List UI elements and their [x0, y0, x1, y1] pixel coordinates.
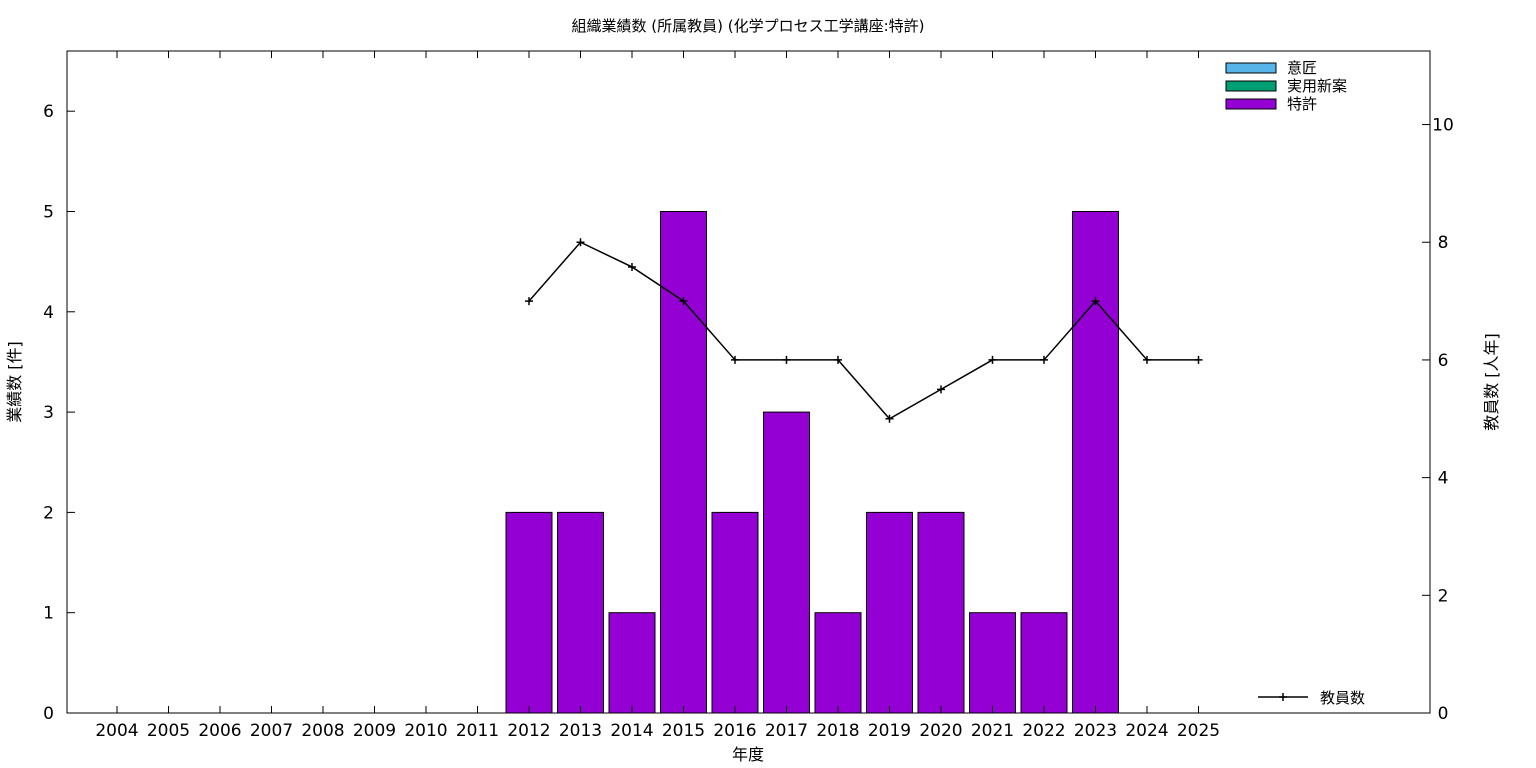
y-tick-label-4: 4: [43, 303, 54, 323]
x-axis-title: 年度: [732, 745, 764, 764]
y2-tick-label-2: 2: [1438, 586, 1449, 606]
y2-tick-label-0: 0: [1438, 704, 1449, 724]
bar-2023-series-2: [1072, 210, 1119, 714]
legend-swatch-1: [1225, 80, 1277, 92]
x-tick-label-2019: 2019: [868, 721, 911, 741]
x-tick-label-2010: 2010: [404, 721, 447, 741]
line-point-2014: [628, 262, 636, 271]
y2-tick-label-8: 8: [1438, 233, 1449, 253]
y2-tick-label-10: 10: [1432, 116, 1454, 136]
legend-line: 教員数: [1258, 689, 1365, 707]
line-point-2024: [1143, 355, 1151, 364]
x-tick-label-2009: 2009: [353, 721, 396, 741]
x-tick-label-2023: 2023: [1074, 721, 1117, 741]
bar-2012-series-2: [505, 511, 553, 714]
line-point-2013: [576, 238, 585, 247]
x-tick-label-2011: 2011: [456, 721, 499, 741]
ticks-layer: 2004 2005 2006 2007 2008 2009 2010 2011 2012 2013…: [43, 51, 1454, 741]
x-tick-label-2017: 2017: [765, 721, 808, 741]
y2-tick-label-6: 6: [1438, 351, 1449, 371]
bars-layer: [505, 210, 1119, 714]
y-tick-label-2: 2: [43, 503, 54, 523]
legend-line-label: 教員数: [1320, 689, 1365, 707]
bar-2018-series-2: [814, 612, 862, 714]
legend-line-marker: [1279, 693, 1287, 701]
line-layer: [525, 238, 1203, 423]
line-point-2018: [834, 355, 842, 364]
legend-label-1: 実用新案: [1287, 77, 1347, 95]
line-point-2019: [885, 414, 894, 423]
x-tick-label-2024: 2024: [1125, 721, 1168, 741]
x-tick-label-2007: 2007: [250, 721, 293, 741]
bar-2022-series-2: [1020, 612, 1068, 714]
bar-2013-series-2: [557, 511, 604, 714]
bar-2020-series-2: [917, 511, 965, 714]
chart-title: 組織業績数 (所属教員) (化学プロセス工学講座:特許): [571, 17, 924, 35]
y-tick-label-1: 1: [43, 604, 54, 624]
x-tick-label-2008: 2008: [301, 721, 344, 741]
line-point-2015: [679, 297, 688, 306]
x-tick-label-2022: 2022: [1022, 721, 1065, 741]
y-axis-title: 業績数 [件]: [5, 341, 24, 423]
bar-2021-series-2: [969, 612, 1016, 714]
line-teachers: [528, 241, 1199, 420]
x-tick-label-2016: 2016: [713, 721, 756, 741]
x-tick-label-2004: 2004: [95, 721, 138, 741]
x-tick-label-2025: 2025: [1177, 721, 1220, 741]
bar-2014-series-2: [608, 612, 656, 714]
line-point-2025: [1194, 355, 1203, 364]
line-point-2020: [937, 385, 945, 394]
legend-swatch-2: [1225, 98, 1277, 110]
y2-tick-label-4: 4: [1438, 469, 1449, 489]
x-tick-label-2014: 2014: [610, 721, 653, 741]
legend-swatch-0: [1225, 62, 1277, 74]
y-tick-label-5: 5: [43, 202, 54, 222]
y2-axis-title: 教員数 [人年]: [1482, 333, 1501, 431]
y-tick-label-0: 0: [43, 704, 54, 724]
x-tick-label-2021: 2021: [971, 721, 1014, 741]
bar-2019-series-2: [866, 511, 913, 714]
x-tick-label-2018: 2018: [816, 721, 859, 741]
bar-2017-series-2: [763, 411, 810, 714]
bar-2015-series-2: [660, 210, 707, 714]
line-point-2021: [988, 355, 997, 364]
x-tick-label-2020: 2020: [919, 721, 962, 741]
bar-2016-series-2: [711, 511, 759, 714]
x-tick-label-2006: 2006: [198, 721, 241, 741]
line-point-2016: [731, 355, 739, 364]
line-point-2012: [525, 297, 533, 306]
x-tick-label-2005: 2005: [147, 721, 190, 741]
line-point-2017: [782, 355, 791, 364]
legend-label-0: 意匠: [1287, 59, 1317, 77]
x-tick-label-2012: 2012: [507, 721, 550, 741]
x-tick-label-2015: 2015: [662, 721, 705, 741]
y-tick-label-3: 3: [43, 403, 54, 423]
line-point-2022: [1040, 355, 1048, 364]
legend-label-2: 特許: [1287, 95, 1317, 113]
x-tick-label-2013: 2013: [559, 721, 602, 741]
line-point-2023: [1091, 297, 1100, 306]
y-tick-label-6: 6: [43, 102, 54, 122]
